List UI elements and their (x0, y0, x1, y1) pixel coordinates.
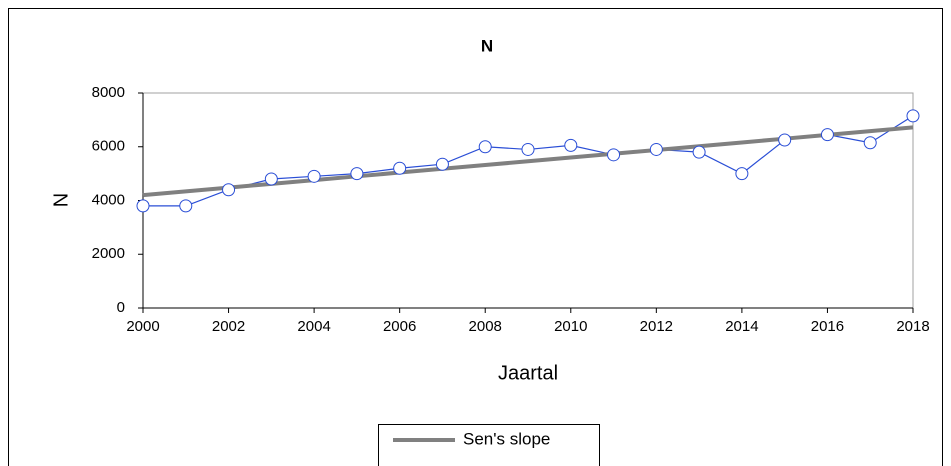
data-point (136, 199, 150, 213)
x-tick-label: 2000 (126, 318, 159, 335)
x-tick-label: 2006 (383, 318, 416, 335)
y-tick-label: 2000 (92, 245, 125, 262)
y-tick-label: 4000 (92, 191, 125, 208)
x-tick-label: 2018 (896, 318, 929, 335)
data-point (264, 172, 278, 186)
data-point (393, 161, 407, 175)
x-tick-label: 2010 (554, 318, 587, 335)
x-tick-label: 2016 (811, 318, 844, 335)
data-point (607, 148, 621, 162)
x-tick-label: 2004 (297, 318, 330, 335)
data-point (735, 167, 749, 181)
data-point (906, 109, 920, 123)
data-point (820, 128, 834, 142)
data-point (521, 142, 535, 156)
y-axis-label: N (50, 193, 72, 207)
data-point (778, 133, 792, 147)
legend-label: Sen's slope (463, 429, 550, 448)
x-axis-label: Jaartal (498, 362, 558, 384)
y-tick-label: 8000 (92, 84, 125, 101)
data-point (692, 145, 706, 159)
x-tick-label: 2012 (640, 318, 673, 335)
x-tick-label: 2002 (212, 318, 245, 335)
y-tick-label: 6000 (92, 138, 125, 155)
data-point (179, 199, 193, 213)
data-point (222, 183, 236, 197)
plot-frame (143, 92, 914, 308)
data-point (649, 142, 663, 156)
chart-frame (8, 8, 943, 466)
data-point (564, 138, 578, 152)
y-tick-label: 0 (117, 299, 125, 316)
data-point (863, 136, 877, 150)
data-point (307, 169, 321, 183)
data-point (478, 140, 492, 154)
x-tick-label: 2014 (725, 318, 758, 335)
legend-box (378, 424, 600, 466)
data-point (350, 167, 364, 181)
chart-title: N (481, 36, 493, 55)
x-tick-label: 2008 (469, 318, 502, 335)
data-point (435, 157, 449, 171)
